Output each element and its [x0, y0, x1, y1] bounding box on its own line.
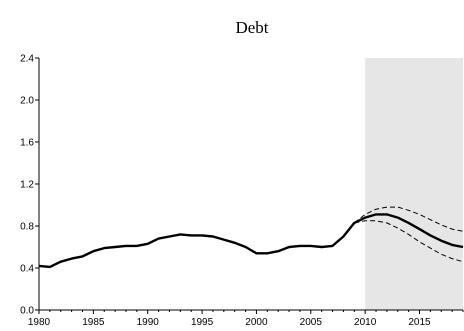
series-layer — [38, 206, 464, 269]
upper-band-line — [353, 206, 464, 232]
x-tick-label: 2005 — [300, 317, 323, 328]
lower-band-line — [354, 220, 464, 263]
y-tick-label: 0.8 — [20, 222, 34, 233]
x-tick-label: 1990 — [137, 317, 160, 328]
x-tick-label: 1995 — [191, 317, 214, 328]
y-tick-label: 2.4 — [20, 54, 34, 65]
y-tick-label: 2.0 — [20, 96, 34, 107]
y-tick-label: 1.6 — [20, 138, 34, 149]
axes: 0.0 0.4 0.8 1.2 1.6 2.0 2.4 1980 1985 1990 1995 200… — [20, 54, 464, 328]
x-tick-label: 2015 — [408, 317, 431, 328]
x-tick-label: 1985 — [82, 317, 105, 328]
forecast-shaded-region — [365, 58, 463, 310]
x-tick-label: 2010 — [354, 317, 377, 328]
y-tick-label: 0.4 — [20, 264, 34, 275]
chart-title: Debt — [235, 18, 268, 37]
x-tick-label: 1980 — [28, 317, 51, 328]
y-tick-label: 0.0 — [20, 306, 34, 317]
y-tick-label: 1.2 — [20, 180, 34, 191]
debt-line — [38, 213, 464, 269]
forecast-shaded-region-layer — [365, 58, 463, 310]
x-tick-label: 2000 — [245, 317, 268, 328]
